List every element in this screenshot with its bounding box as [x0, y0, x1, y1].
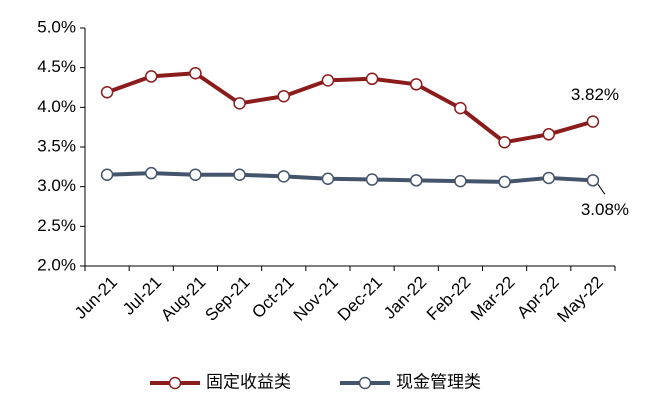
- x-tick-label: Jan-22: [380, 273, 430, 323]
- point: [365, 72, 379, 86]
- point: [321, 74, 335, 87]
- point: [542, 171, 555, 185]
- point: [100, 86, 114, 99]
- x-tick-label: Jun-21: [71, 273, 121, 323]
- legend-label: 固定收益类: [206, 372, 291, 391]
- y-tick-label: 4.0%: [37, 97, 76, 116]
- point: [454, 101, 467, 115]
- point: [189, 66, 202, 80]
- y-tick-label: 3.0%: [37, 176, 76, 195]
- x-tick-label: Mar-22: [467, 273, 519, 325]
- y-tick-label: 2.5%: [37, 216, 76, 235]
- x-tick-label: Aug-21: [157, 273, 209, 325]
- point: [321, 172, 335, 185]
- point: [277, 89, 290, 103]
- series-line: [106, 71, 594, 145]
- data-label: 3.08%: [581, 200, 629, 219]
- point: [498, 175, 511, 189]
- x-tick-label: Dec-21: [334, 273, 386, 325]
- point: [145, 70, 158, 83]
- y-tick-label: 3.5%: [37, 136, 76, 155]
- point: [233, 97, 246, 110]
- point: [454, 174, 467, 188]
- y-tick-label: 4.5%: [37, 57, 76, 76]
- y-tick-label: 2.0%: [37, 255, 76, 274]
- legend-marker: [168, 376, 182, 390]
- point: [586, 115, 600, 128]
- point: [233, 168, 246, 182]
- legend-label: 现金管理类: [396, 372, 481, 391]
- point: [189, 168, 202, 182]
- x-tick-label: Sep-21: [201, 273, 253, 325]
- point: [100, 168, 114, 182]
- x-tick-label: Nov-21: [290, 273, 342, 325]
- x-tick-label: Oct-21: [248, 273, 298, 323]
- data-label: 3.82%: [571, 85, 619, 104]
- legend-marker: [358, 376, 372, 390]
- point: [542, 128, 555, 141]
- series-line: [107, 171, 594, 184]
- point: [145, 166, 158, 180]
- point: [365, 173, 379, 186]
- leader-line: [597, 184, 606, 195]
- x-tick-label: May-22: [553, 273, 607, 327]
- point: [277, 170, 290, 183]
- x-tick-label: Feb-22: [423, 273, 475, 325]
- point: [498, 135, 511, 149]
- point: [410, 174, 423, 187]
- y-tick-label: 5.0%: [37, 17, 76, 36]
- point: [410, 78, 423, 91]
- point: [586, 174, 600, 187]
